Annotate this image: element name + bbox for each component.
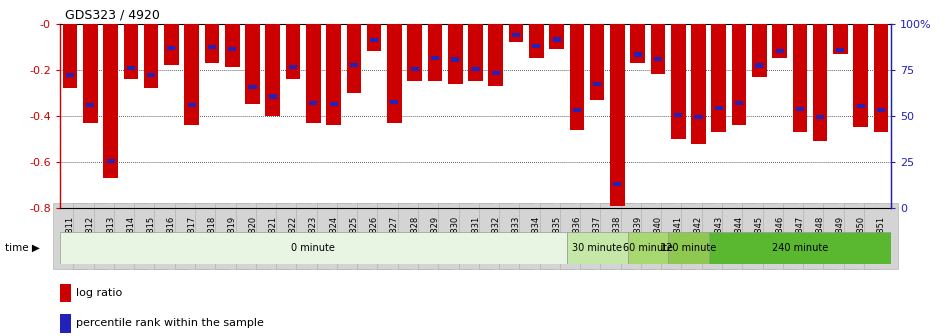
Bar bbox=[245, 24, 260, 104]
Bar bbox=[66, 73, 74, 77]
Bar bbox=[489, 24, 503, 86]
Bar bbox=[269, 94, 277, 98]
Bar bbox=[509, 24, 523, 42]
Bar bbox=[285, 24, 301, 79]
Bar bbox=[708, 232, 891, 264]
Bar bbox=[715, 106, 723, 110]
Bar bbox=[755, 64, 764, 68]
Bar bbox=[853, 24, 868, 127]
Bar bbox=[387, 24, 401, 123]
Text: 0 minute: 0 minute bbox=[291, 243, 336, 253]
Bar bbox=[694, 115, 703, 119]
Bar bbox=[833, 24, 847, 53]
Bar bbox=[711, 24, 726, 132]
Bar bbox=[63, 24, 77, 88]
Bar bbox=[411, 67, 418, 71]
Bar bbox=[451, 57, 459, 61]
Bar bbox=[391, 100, 398, 104]
Bar bbox=[669, 232, 708, 264]
Text: time ▶: time ▶ bbox=[5, 243, 40, 253]
Bar bbox=[593, 82, 601, 86]
Bar bbox=[187, 103, 196, 107]
Bar bbox=[144, 24, 159, 88]
Bar bbox=[691, 24, 706, 144]
Bar bbox=[265, 24, 281, 116]
Bar bbox=[370, 38, 378, 42]
Bar bbox=[248, 85, 257, 89]
Bar bbox=[752, 24, 767, 77]
Bar bbox=[735, 101, 743, 105]
Bar bbox=[184, 24, 199, 125]
Bar bbox=[570, 24, 584, 130]
Bar bbox=[60, 232, 567, 264]
Bar bbox=[792, 24, 807, 132]
Bar bbox=[567, 232, 628, 264]
Bar bbox=[208, 45, 216, 49]
Bar bbox=[492, 71, 500, 76]
Bar bbox=[407, 24, 422, 81]
Bar bbox=[350, 63, 358, 67]
Bar bbox=[306, 24, 320, 123]
Text: GDS323 / 4920: GDS323 / 4920 bbox=[65, 9, 160, 22]
Text: 30 minute: 30 minute bbox=[573, 243, 622, 253]
Bar bbox=[472, 67, 479, 71]
Bar bbox=[165, 24, 179, 65]
Bar bbox=[87, 103, 94, 107]
Bar bbox=[731, 24, 747, 125]
Text: 120 minute: 120 minute bbox=[660, 243, 716, 253]
Bar bbox=[550, 24, 564, 49]
Bar bbox=[613, 182, 621, 186]
Bar bbox=[346, 24, 361, 93]
Bar bbox=[650, 24, 666, 74]
Bar bbox=[772, 24, 786, 58]
Bar bbox=[107, 159, 115, 163]
Bar bbox=[225, 24, 240, 68]
Bar bbox=[796, 107, 804, 111]
Bar bbox=[126, 66, 135, 70]
Bar bbox=[654, 57, 662, 61]
Bar bbox=[816, 115, 825, 119]
Bar bbox=[573, 108, 581, 112]
Bar bbox=[289, 65, 297, 70]
Bar bbox=[104, 24, 118, 178]
Bar bbox=[877, 108, 885, 113]
Text: 240 minute: 240 minute bbox=[771, 243, 828, 253]
Bar bbox=[628, 232, 669, 264]
Bar bbox=[326, 24, 340, 125]
Bar bbox=[428, 24, 442, 81]
Bar bbox=[611, 24, 625, 206]
Bar bbox=[330, 102, 338, 106]
Bar bbox=[512, 33, 520, 37]
Bar bbox=[529, 24, 544, 58]
Bar bbox=[228, 47, 236, 51]
Bar bbox=[83, 24, 98, 123]
Bar bbox=[590, 24, 605, 100]
Text: percentile rank within the sample: percentile rank within the sample bbox=[76, 319, 264, 328]
Bar bbox=[309, 101, 318, 105]
Text: 60 minute: 60 minute bbox=[623, 243, 672, 253]
Bar bbox=[670, 24, 686, 139]
Bar bbox=[813, 24, 827, 141]
Bar bbox=[631, 24, 645, 63]
Bar bbox=[553, 37, 560, 42]
Bar bbox=[367, 24, 381, 51]
Bar bbox=[874, 24, 888, 132]
Bar bbox=[204, 24, 220, 63]
Bar bbox=[147, 73, 155, 77]
Bar bbox=[468, 24, 483, 81]
Bar bbox=[167, 46, 175, 50]
Bar bbox=[124, 24, 138, 79]
Bar bbox=[431, 56, 439, 60]
Text: log ratio: log ratio bbox=[76, 288, 123, 298]
Bar bbox=[448, 24, 462, 84]
Bar bbox=[836, 48, 844, 52]
Bar bbox=[674, 113, 682, 117]
Bar bbox=[857, 103, 864, 108]
Bar bbox=[633, 52, 642, 57]
Bar bbox=[533, 44, 540, 48]
Bar bbox=[776, 49, 784, 53]
